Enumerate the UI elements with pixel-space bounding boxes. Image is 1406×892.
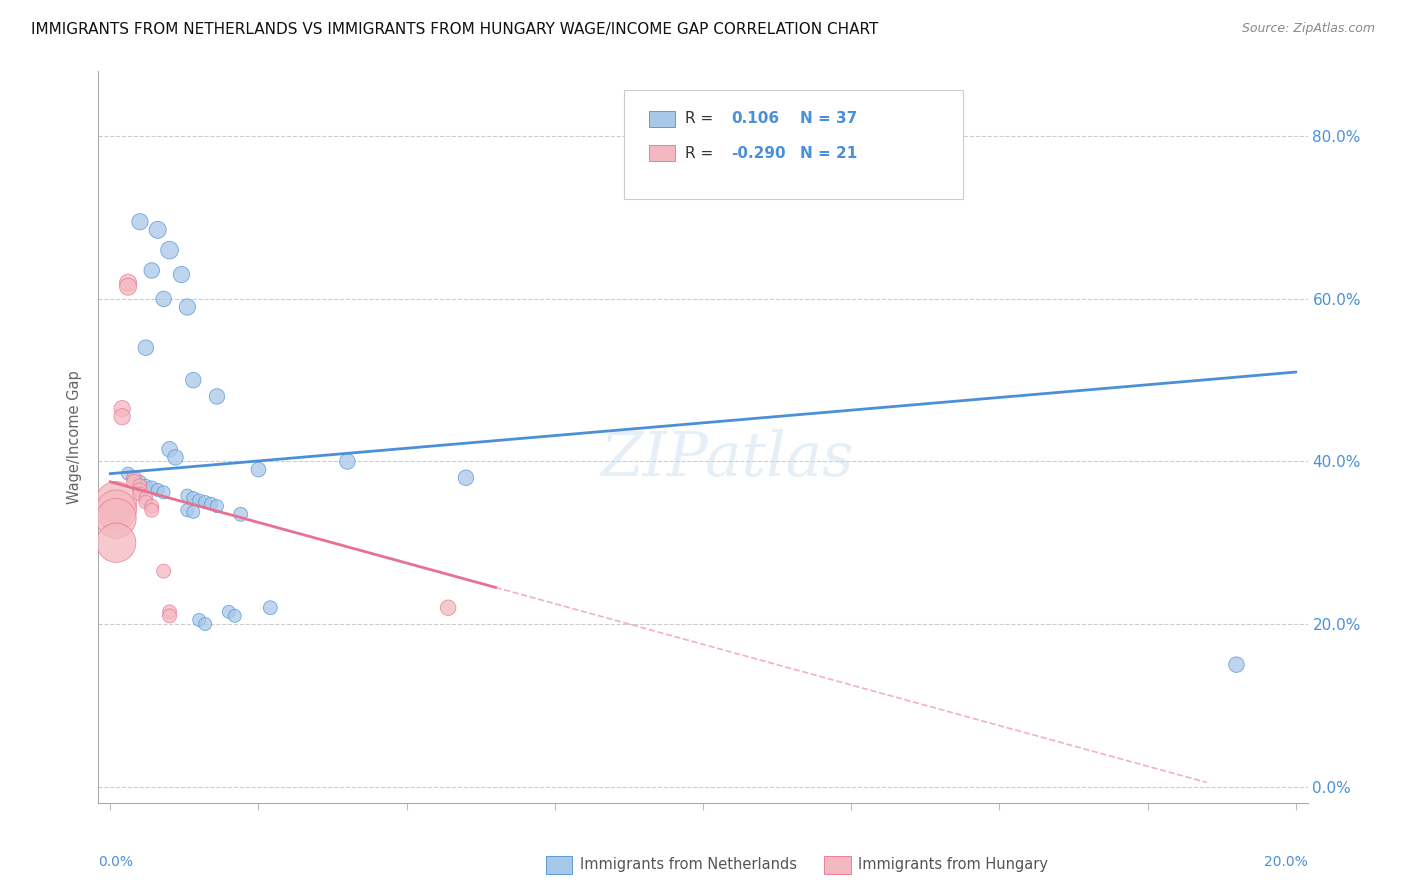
Point <box>135 341 157 355</box>
FancyBboxPatch shape <box>648 111 675 127</box>
Point <box>105 535 128 549</box>
Point <box>188 613 211 627</box>
Point <box>176 489 198 503</box>
Point <box>159 605 181 619</box>
Y-axis label: Wage/Income Gap: Wage/Income Gap <box>67 370 83 504</box>
Point <box>170 268 193 282</box>
Point <box>129 475 152 489</box>
Point <box>152 485 174 500</box>
Point <box>129 215 152 229</box>
Point <box>135 491 157 505</box>
FancyBboxPatch shape <box>824 855 851 874</box>
Point <box>181 491 204 505</box>
Point <box>117 279 139 293</box>
Text: Immigrants from Hungary: Immigrants from Hungary <box>858 857 1047 872</box>
Point <box>105 511 128 525</box>
Text: Immigrants from Netherlands: Immigrants from Netherlands <box>579 857 797 872</box>
Text: N = 21: N = 21 <box>800 145 858 161</box>
Point <box>224 608 246 623</box>
Point <box>105 503 128 517</box>
Point <box>229 508 252 522</box>
Point <box>181 373 204 387</box>
Point <box>188 493 211 508</box>
Text: R =: R = <box>685 112 718 127</box>
Point <box>122 471 145 485</box>
Point <box>181 505 204 519</box>
Point <box>117 467 139 481</box>
Point <box>122 471 145 485</box>
Point <box>259 600 281 615</box>
Point <box>437 600 460 615</box>
FancyBboxPatch shape <box>648 145 675 161</box>
Point <box>129 483 152 497</box>
Point <box>218 605 240 619</box>
Point <box>141 263 163 277</box>
Point <box>205 499 228 513</box>
Text: Source: ZipAtlas.com: Source: ZipAtlas.com <box>1241 22 1375 36</box>
Point <box>152 564 174 578</box>
Point <box>1225 657 1247 672</box>
Text: ZIPatlas: ZIPatlas <box>600 429 853 489</box>
Point <box>141 480 163 494</box>
Point <box>159 442 181 457</box>
Text: 20.0%: 20.0% <box>1264 855 1308 870</box>
Point <box>111 401 134 416</box>
Point <box>194 617 217 632</box>
Text: IMMIGRANTS FROM NETHERLANDS VS IMMIGRANTS FROM HUNGARY WAGE/INCOME GAP CORRELATI: IMMIGRANTS FROM NETHERLANDS VS IMMIGRANT… <box>31 22 879 37</box>
Point <box>146 223 169 237</box>
Text: -0.290: -0.290 <box>731 145 786 161</box>
Point <box>122 475 145 489</box>
FancyBboxPatch shape <box>546 855 572 874</box>
Point <box>200 497 222 511</box>
Point <box>159 608 181 623</box>
Point <box>105 495 128 509</box>
Text: 0.0%: 0.0% <box>98 855 134 870</box>
Point <box>159 243 181 257</box>
Point <box>247 462 270 476</box>
Point <box>176 503 198 517</box>
Point <box>135 479 157 493</box>
Point <box>141 503 163 517</box>
Point <box>152 292 174 306</box>
Point <box>135 495 157 509</box>
Point <box>146 483 169 497</box>
Point <box>111 409 134 424</box>
Point <box>141 499 163 513</box>
Point <box>176 300 198 314</box>
Point <box>129 479 152 493</box>
Text: N = 37: N = 37 <box>800 112 858 127</box>
Point <box>336 454 359 468</box>
Text: 0.106: 0.106 <box>731 112 779 127</box>
Point <box>205 389 228 403</box>
Text: R =: R = <box>685 145 718 161</box>
Point <box>454 471 477 485</box>
Point <box>117 276 139 290</box>
Point <box>194 495 217 509</box>
FancyBboxPatch shape <box>624 90 963 200</box>
Point <box>165 450 187 465</box>
Point <box>129 487 152 501</box>
